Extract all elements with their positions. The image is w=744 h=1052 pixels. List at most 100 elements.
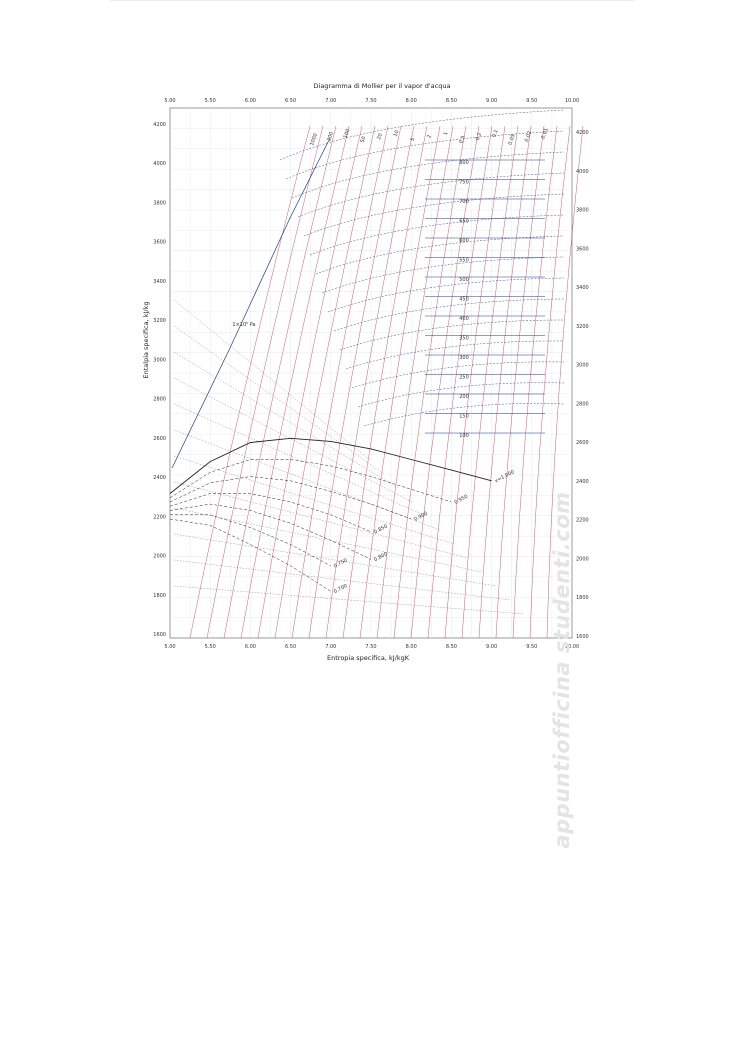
isotherm-line	[351, 361, 565, 389]
isotherm-line	[333, 298, 565, 332]
y-tick-label-left: 2000	[153, 554, 166, 560]
y-tick-label-left: 2600	[153, 436, 166, 442]
isotherm-line	[327, 277, 565, 313]
pressure-annotation: 1×10⁵ Pa	[232, 322, 255, 328]
y-tick-label-right: 2000	[576, 556, 589, 562]
isochore-line	[173, 559, 511, 601]
isobar-line	[274, 125, 376, 639]
y-tick-label-right: 3000	[576, 363, 589, 369]
isotherm-label: 800	[459, 160, 469, 166]
y-tick-label-left: 2200	[153, 514, 166, 520]
x-tick-label-bottom: 10.00	[565, 644, 579, 650]
isotherm-label: 300	[459, 355, 469, 361]
isotherm-label: 100	[459, 433, 469, 439]
page-top-rule	[110, 0, 634, 1]
isotherm-line	[321, 256, 565, 294]
isobar-label: 0.5	[458, 135, 466, 145]
y-tick-label-right: 4200	[576, 130, 589, 136]
y-axis-label: Entalpia specifica, kJ/kg	[142, 302, 150, 379]
isobar-line	[512, 125, 558, 639]
x-tick-label-bottom: 6.50	[285, 644, 296, 650]
isobar-line	[308, 125, 402, 639]
isochore-lines	[173, 299, 525, 615]
isotherm-line	[363, 403, 565, 427]
isobar-line	[444, 125, 506, 639]
x-axis-label: Entropia specifica, kJ/kgK	[327, 654, 410, 662]
isobar-line	[342, 125, 428, 639]
x-tick-label-top: 5.50	[205, 98, 216, 104]
watermark-text: appuntiofficina studenti.com	[550, 491, 574, 849]
y-tick-label-right: 3600	[576, 246, 589, 252]
isotherm-lines	[279, 109, 565, 434]
x-tick-label-bottom: 9.00	[486, 644, 497, 650]
isotherm-label: 500	[459, 277, 469, 283]
isobar-line	[206, 125, 324, 639]
isotherm-label: 450	[459, 297, 469, 303]
isobar-line	[495, 125, 545, 639]
x-tick-label-bottom: 9.50	[526, 644, 537, 650]
isobar-line	[546, 125, 584, 639]
x-tick-label-top: 10.00	[565, 98, 579, 104]
x-tick-label-top: 6.50	[285, 98, 296, 104]
y-tick-label-right: 1800	[576, 595, 589, 601]
x-tick-label-top: 8.00	[406, 98, 417, 104]
isobar-line	[427, 125, 493, 639]
isotherm-label: 150	[459, 414, 469, 420]
x-tick-label-bottom: 5.50	[205, 644, 216, 650]
y-tick-label-left: 2400	[153, 475, 166, 481]
isobar-label: 10	[393, 130, 401, 138]
isotherm-label: 550	[459, 258, 469, 264]
x-tick-label-top: 7.50	[365, 98, 376, 104]
y-tick-label-left: 4000	[153, 161, 166, 167]
y-tick-label-right: 2800	[576, 401, 589, 407]
x-tick-label-bottom: 8.00	[406, 644, 417, 650]
chart-title: Diagramma di Mollier per il vapor d'acqu…	[314, 82, 451, 90]
x-tick-label-top: 8.50	[446, 98, 457, 104]
quality-lines	[169, 459, 452, 592]
isotherm-line	[345, 340, 565, 370]
x-tick-label-top: 9.00	[486, 98, 497, 104]
x-tick-label-bottom: 7.50	[365, 644, 376, 650]
saturation-curve	[169, 137, 492, 494]
y-tick-label-right: 2600	[576, 440, 589, 446]
isobar-line	[529, 125, 571, 639]
isobar-label: 100	[343, 128, 352, 139]
isobar-line	[461, 125, 519, 639]
isobar-line	[189, 125, 311, 639]
isochore-line	[173, 299, 371, 461]
isotherm-line	[357, 382, 565, 408]
quality-line	[169, 459, 452, 503]
isotherm-line	[303, 193, 565, 237]
y-tick-label-right: 3400	[576, 285, 589, 291]
y-tick-label-right: 2400	[576, 479, 589, 485]
x-tick-label-bottom: 8.50	[446, 644, 457, 650]
isochore-line	[173, 481, 469, 559]
isotherm-line	[315, 235, 565, 275]
isotherm-line	[279, 109, 565, 161]
isotherm-label: 250	[459, 375, 469, 381]
y-tick-label-left: 1800	[153, 593, 166, 599]
isochore-line	[173, 403, 427, 517]
liquid-boundary-line	[171, 137, 331, 469]
isotherm-label: 350	[459, 336, 469, 342]
isobar-label: 1000	[309, 133, 319, 147]
isochore-line	[173, 455, 455, 545]
x-tick-label-bottom: 5.00	[164, 644, 175, 650]
isochore-line	[173, 325, 385, 475]
quality-line	[169, 518, 331, 592]
quality-line	[170, 514, 331, 567]
isotherm-label: 700	[459, 199, 469, 205]
y-tick-label-right: 3800	[576, 208, 589, 214]
y-tick-label-left: 3200	[153, 318, 166, 324]
isobar-line	[478, 125, 532, 639]
isobar-line	[325, 125, 415, 639]
isobar-line	[240, 125, 350, 639]
isobar-label: 1	[443, 131, 450, 136]
line-labels: x=1.0000.9500.9000.8500.8000.7500.700100…	[232, 127, 549, 595]
axis-ticks: 5.00 5.50 6.00 6.50 7.00 7.50 8.00 8.50 9.00 9.50…	[153, 98, 588, 650]
saturation-line	[169, 437, 492, 494]
isobar-label: 0.05	[507, 133, 516, 146]
y-tick-label-left: 3800	[153, 200, 166, 206]
y-tick-label-right: 4000	[576, 169, 589, 175]
isobar-label: 2	[426, 134, 433, 139]
